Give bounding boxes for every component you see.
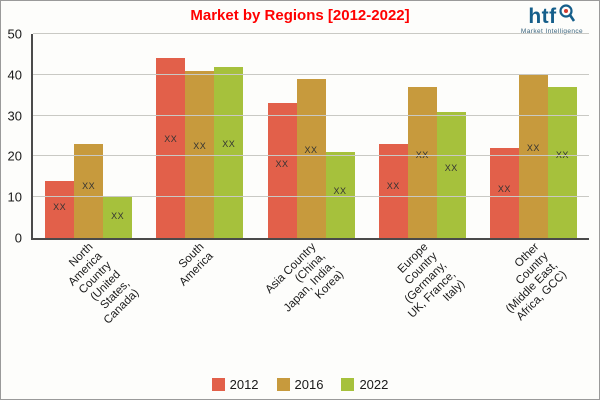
- bar-2022[interactable]: XX: [436, 111, 466, 238]
- logo-subtext: Market Intelligence: [520, 28, 584, 35]
- htf-logo: htf Market Intelligence: [515, 4, 589, 36]
- bar-value-label: XX: [164, 134, 178, 145]
- bar-value-label: XX: [333, 185, 347, 196]
- bar-2012[interactable]: XX: [378, 144, 408, 238]
- plot-area: XX XX XX XX XX XX XX XX XX XX XX XX XX XX XX: [31, 33, 589, 240]
- bar-value-label: XX: [53, 201, 67, 212]
- bar-2022[interactable]: XX: [103, 197, 133, 238]
- bars-container: XX XX XX XX XX XX XX XX XX XX XX XX XX XX XX: [33, 34, 589, 238]
- chart-title: Market by Regions [2012-2022]: [190, 7, 410, 24]
- y-tick-label: 50: [7, 26, 22, 42]
- x-axis-label: Asia Country (China, Japan, India, Korea…: [263, 241, 347, 315]
- y-tick-label: 0: [14, 230, 22, 246]
- bar-value-label: XX: [416, 150, 429, 160]
- legend-label: 2012: [229, 377, 259, 392]
- gridline: [33, 33, 589, 34]
- bar-value-label: XX: [444, 163, 458, 174]
- gridline: [33, 114, 589, 116]
- bar-group: XX XX XX: [255, 34, 366, 238]
- legend-label: 2016: [294, 377, 324, 392]
- bar-2016[interactable]: XX: [296, 78, 326, 238]
- y-tick-label: 30: [7, 108, 22, 124]
- bar-group: XX XX XX: [33, 34, 144, 238]
- y-axis: 0 10 20 30 40 50: [1, 27, 26, 246]
- legend-label: 2022: [359, 377, 389, 392]
- gridline: [33, 196, 589, 198]
- bar-2022[interactable]: XX: [547, 87, 577, 238]
- bar-2012[interactable]: XX: [156, 58, 186, 238]
- bar-value-label: XX: [275, 158, 289, 169]
- bar-2012[interactable]: XX: [489, 148, 519, 238]
- gridline: [33, 73, 589, 75]
- logo-text: htf: [528, 4, 557, 28]
- bar-group: XX XX XX: [478, 34, 589, 238]
- x-axis-label: South America: [177, 241, 217, 289]
- bar-2012[interactable]: XX: [267, 103, 297, 238]
- bar-2022[interactable]: XX: [325, 152, 355, 238]
- legend-item-2012[interactable]: 2012: [211, 377, 259, 392]
- x-axis-label: Europe Country (Germany, UK, France, Ita…: [395, 241, 467, 321]
- legend: 2012 2016 2022: [1, 377, 599, 392]
- gridline: [33, 155, 589, 157]
- x-axis-label: Other Country (Middle East, Africa, GCC): [504, 241, 570, 324]
- legend-item-2016[interactable]: 2016: [276, 377, 324, 392]
- bar-value-label: XX: [111, 210, 125, 221]
- x-axis-label: North America Country (United States, Ca…: [66, 241, 142, 327]
- y-tick-label: 40: [7, 67, 22, 83]
- bar-value-label: XX: [386, 181, 400, 192]
- bar-value-label: XX: [497, 183, 511, 194]
- y-tick-label: 20: [7, 148, 22, 164]
- legend-item-2022[interactable]: 2022: [341, 377, 388, 392]
- logo-wordmark: htf: [515, 4, 589, 28]
- bar-value-label: XX: [222, 138, 236, 149]
- legend-swatch: [276, 378, 290, 391]
- bar-group: XX XX XX: [144, 34, 255, 238]
- legend-swatch: [211, 378, 225, 391]
- bar-2022[interactable]: XX: [214, 66, 244, 238]
- bar-value-label: XX: [82, 181, 96, 192]
- bar-value-label: XX: [193, 141, 207, 151]
- legend-swatch: [341, 378, 355, 391]
- x-axis-labels: North America Country (United States, Ca…: [1, 241, 599, 371]
- bar-2016[interactable]: XX: [518, 74, 548, 238]
- bar-group: XX XX XX: [367, 34, 478, 238]
- y-tick-label: 10: [7, 189, 22, 205]
- bar-value-label: XX: [526, 143, 540, 154]
- bar-value-label: XX: [556, 150, 569, 160]
- bar-2016[interactable]: XX: [407, 87, 437, 238]
- bar-2012[interactable]: XX: [45, 180, 75, 238]
- bar-value-label: XX: [304, 145, 318, 156]
- magnifier-icon: [558, 4, 576, 28]
- bar-2016[interactable]: XX: [185, 70, 215, 238]
- bar-2016[interactable]: XX: [74, 144, 104, 238]
